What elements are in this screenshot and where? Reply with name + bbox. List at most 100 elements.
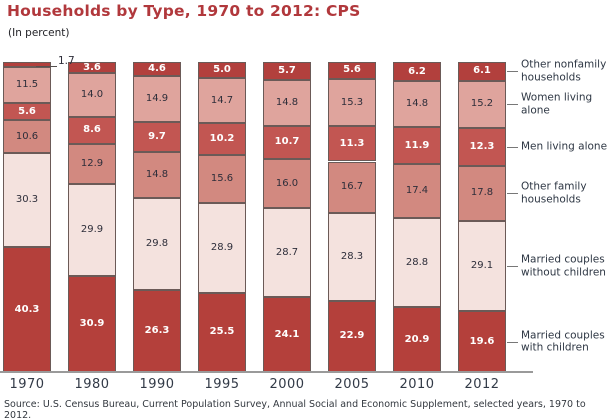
segment-value-label: 10.6: [15, 130, 39, 142]
x-axis-label-2010: 2010: [399, 377, 435, 392]
segment-2012-married-couples-without-children: 29.1: [458, 221, 506, 312]
segment-1980-other-nonfamily-households: 3.6: [68, 61, 116, 74]
segment-1995-married-couples-with-children: 25.5: [198, 292, 246, 372]
segment-value-label: 11.3: [339, 137, 365, 149]
segment-value-label: 15.2: [470, 98, 494, 110]
segment-value-label: 28.7: [275, 246, 299, 258]
segment-value-label: 17.8: [470, 187, 494, 199]
segment-value-label: 12.9: [80, 157, 104, 169]
segment-1995-women-living-alone: 14.7: [198, 77, 246, 124]
segment-1980-other-family-households: 12.9: [68, 143, 116, 184]
segment-value-label: 5.7: [278, 64, 296, 76]
segment-2010-other-nonfamily-households: 6.2: [393, 62, 441, 82]
segment-value-label: 29.9: [80, 223, 104, 235]
segment-value-label: 20.9: [404, 333, 430, 345]
legend-tick-married-couples-without-children: [507, 266, 518, 268]
segment-2010-men-living-alone: 11.9: [393, 127, 441, 164]
segment-value-label: 15.3: [340, 96, 364, 108]
segment-2005-other-nonfamily-households: 5.6: [328, 61, 376, 80]
segment-2005-married-couples-without-children: 28.3: [328, 213, 376, 301]
segment-value-label: 30.9: [79, 318, 105, 330]
segment-value-label: 12.3: [469, 140, 495, 152]
segment-2010-women-living-alone: 14.8: [393, 81, 441, 128]
x-axis-label-2012: 2012: [464, 377, 500, 392]
segment-value-label: 24.1: [274, 328, 300, 340]
segment-1995-other-family-households: 15.6: [198, 155, 246, 204]
segment-value-label: 16.0: [275, 177, 299, 189]
segment-1970-men-living-alone: 5.6: [3, 102, 51, 121]
legend-tick-other-family-households: [507, 193, 518, 195]
segment-2000-married-couples-with-children: 24.1: [263, 297, 311, 372]
segment-value-label: 25.5: [209, 326, 235, 338]
chart-title: Households by Type, 1970 to 2012: CPS: [7, 2, 361, 20]
segment-value-label: 6.2: [408, 65, 426, 77]
segment-value-label: 29.1: [470, 260, 494, 272]
segment-value-label: 28.8: [405, 256, 429, 268]
x-axis-label-2000: 2000: [269, 377, 305, 392]
segment-2012-other-family-households: 17.8: [458, 165, 506, 222]
x-axis-label-1995: 1995: [204, 377, 240, 392]
segment-1970-married-couples-without-children: 30.3: [3, 153, 51, 248]
segment-1970-married-couples-with-children: 40.3: [3, 247, 51, 372]
segment-value-label: 3.6: [83, 61, 101, 73]
x-axis-label-1980: 1980: [74, 377, 110, 392]
legend-tick-married-couples-with-children: [507, 341, 518, 343]
segment-value-label: 15.6: [210, 173, 234, 185]
segment-1990-women-living-alone: 14.9: [133, 75, 181, 123]
segment-value-label: 29.8: [145, 238, 169, 250]
segment-value-label: 11.5: [15, 79, 39, 91]
segment-2005-women-living-alone: 15.3: [328, 79, 376, 127]
segment-1990-men-living-alone: 9.7: [133, 122, 181, 153]
segment-value-label: 40.3: [14, 303, 40, 315]
segment-1980-married-couples-without-children: 29.9: [68, 183, 116, 277]
segment-value-label: 6.1: [473, 65, 491, 77]
segment-2010-other-family-households: 17.4: [393, 163, 441, 218]
segment-value-label: 22.9: [339, 330, 365, 342]
segment-value-label: 11.9: [404, 139, 430, 151]
segment-value-label: 14.7: [210, 94, 234, 106]
segment-value-label: 5.0: [213, 64, 231, 76]
segment-value-label: 19.6: [469, 335, 495, 347]
segment-1980-married-couples-with-children: 30.9: [68, 276, 116, 372]
segment-2000-women-living-alone: 14.8: [263, 79, 311, 126]
segment-1995-married-couples-without-children: 28.9: [198, 203, 246, 293]
legend-label-women-living-alone: Women living alone: [521, 91, 593, 117]
source-note: Source: U.S. Census Bureau, Current Popu…: [4, 399, 586, 419]
segment-2005-other-family-households: 16.7: [328, 161, 376, 214]
x-axis-label-2005: 2005: [334, 377, 370, 392]
segment-value-label: 14.8: [405, 98, 429, 110]
segment-value-label: 26.3: [144, 325, 170, 337]
segment-value-label: 14.0: [80, 89, 104, 101]
legend-tick-men-living-alone: [507, 146, 518, 148]
segment-2005-married-couples-with-children: 22.9: [328, 301, 376, 372]
segment-2010-married-couples-with-children: 20.9: [393, 307, 441, 372]
segment-value-label: 4.6: [148, 62, 166, 74]
segment-value-label: 30.3: [15, 194, 39, 206]
segment-2005-men-living-alone: 11.3: [328, 126, 376, 162]
segment-2010-married-couples-without-children: 28.8: [393, 217, 441, 308]
segment-1990-other-nonfamily-households: 4.6: [133, 61, 181, 76]
segment-1990-married-couples-with-children: 26.3: [133, 290, 181, 372]
segment-2000-other-family-households: 16.0: [263, 158, 311, 209]
segment-value-label: 16.7: [340, 181, 364, 193]
segment-2000-married-couples-without-children: 28.7: [263, 208, 311, 298]
segment-1970-women-living-alone: 11.5: [3, 67, 51, 103]
x-axis-label-1970: 1970: [9, 377, 45, 392]
callout-leader-line: [36, 66, 57, 67]
segment-1970-other-family-households: 10.6: [3, 120, 51, 154]
x-axis-line: [0, 371, 533, 373]
segment-1970-other-nonfamily-households: [3, 62, 51, 68]
segment-value-label: 28.9: [210, 242, 234, 254]
segment-value-label: 8.6: [83, 124, 101, 136]
segment-value-label: 14.8: [145, 169, 169, 181]
segment-1990-other-family-households: 14.8: [133, 152, 181, 199]
segment-1980-women-living-alone: 14.0: [68, 73, 116, 117]
callout-value-label: 1.7: [58, 55, 75, 67]
legend-tick-women-living-alone: [507, 104, 518, 106]
legend-label-other-nonfamily-households: Other nonfamily households: [521, 58, 607, 84]
segment-2012-men-living-alone: 12.3: [458, 127, 506, 166]
segment-1995-men-living-alone: 10.2: [198, 123, 246, 155]
segment-2000-other-nonfamily-households: 5.7: [263, 62, 311, 80]
segment-value-label: 5.6: [18, 105, 36, 117]
